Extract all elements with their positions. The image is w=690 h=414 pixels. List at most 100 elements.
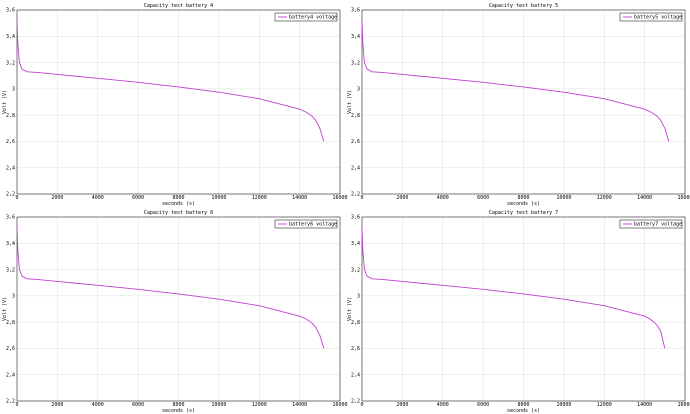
x-tick-label: 16000 xyxy=(332,195,347,201)
x-tick-label: 6000 xyxy=(477,195,489,201)
legend-box xyxy=(274,12,338,22)
legend-label: battery7 voltage xyxy=(634,222,682,228)
x-tick-label: 10000 xyxy=(556,402,571,408)
x-tick-label: 8000 xyxy=(172,195,184,201)
y-tick-label: 3,2 xyxy=(6,60,15,66)
y-axis-label: Volt (V) xyxy=(2,90,8,114)
y-tick-label: 3,6 xyxy=(351,215,360,221)
legend-label: battery5 voltage xyxy=(634,15,682,21)
y-tick-label: 2,4 xyxy=(6,165,15,171)
x-tick-label: 14000 xyxy=(292,195,307,201)
legend-box xyxy=(274,219,338,229)
x-tick-label: 16000 xyxy=(677,195,690,201)
y-tick-label: 2,6 xyxy=(351,346,360,352)
plot-frame xyxy=(361,216,686,402)
y-axis-label: Volt (V) xyxy=(347,90,353,114)
x-tick-label: 8000 xyxy=(517,402,529,408)
y-axis-label: Volt (V) xyxy=(2,297,8,321)
y-tick-label: 3,2 xyxy=(351,267,360,273)
y-axis-label: Volt (V) xyxy=(347,297,353,321)
y-tick-label: 2,4 xyxy=(6,372,15,378)
plot-frame xyxy=(16,216,341,402)
y-tick-label: 3 xyxy=(12,87,15,93)
chart-title: Capacity test battery 6 xyxy=(144,210,213,216)
y-tick-label: 2,8 xyxy=(6,320,15,326)
x-tick-label: 6000 xyxy=(132,402,144,408)
y-tick-label: 3 xyxy=(357,294,360,300)
y-tick-label: 3,2 xyxy=(351,60,360,66)
x-tick-label: 0 xyxy=(360,402,363,408)
x-tick-label: 6000 xyxy=(132,195,144,201)
x-axis-label: seconds (s) xyxy=(162,201,195,207)
y-tick-label: 3,2 xyxy=(6,267,15,273)
x-tick-label: 6000 xyxy=(477,402,489,408)
chart-title: Capacity test battery 5 xyxy=(489,3,558,9)
x-tick-label: 2000 xyxy=(396,195,408,201)
x-tick-label: 14000 xyxy=(637,402,652,408)
x-tick-label: 0 xyxy=(360,195,363,201)
chart-svg-battery-4: Capacity test battery 4 0 2000 4000 6000 8000… xyxy=(2,3,348,207)
y-tick-label: 3,4 xyxy=(6,241,15,247)
x-axis-label: seconds (s) xyxy=(162,408,195,414)
y-tick-label: 3,4 xyxy=(351,241,360,247)
y-tick-label: 3,4 xyxy=(351,34,360,40)
chart-svg-battery-7: Capacity test battery 7 0 2000 4000 6000 8000… xyxy=(347,210,690,414)
x-axis-label: seconds (s) xyxy=(507,201,540,207)
plot-frame xyxy=(16,9,341,195)
y-tick-label: 2,2 xyxy=(351,192,360,198)
chart-panel-battery-4: Capacity test battery 4 0 2000 4000 6000 8000… xyxy=(0,0,348,207)
x-tick-label: 16000 xyxy=(332,402,347,408)
x-tick-label: 0 xyxy=(15,195,18,201)
chart-svg-battery-5: Capacity test battery 5 0 2000 4000 6000 8000… xyxy=(347,3,690,207)
y-tick-label: 2,8 xyxy=(351,113,360,119)
x-tick-label: 12000 xyxy=(252,402,267,408)
y-tick-label: 2,4 xyxy=(351,372,360,378)
y-tick-label: 2,2 xyxy=(6,399,15,405)
y-tick-label: 2,8 xyxy=(351,320,360,326)
x-tick-label: 12000 xyxy=(597,402,612,408)
x-tick-label: 2000 xyxy=(51,402,63,408)
y-tick-label: 2,4 xyxy=(351,165,360,171)
x-tick-label: 12000 xyxy=(597,195,612,201)
y-tick-label: 2,2 xyxy=(6,192,15,198)
y-tick-label: 3,6 xyxy=(6,8,15,14)
x-tick-label: 8000 xyxy=(172,402,184,408)
x-tick-label: 16000 xyxy=(677,402,690,408)
x-tick-label: 12000 xyxy=(252,195,267,201)
chart-panel-battery-6: Capacity test battery 6 0 2000 4000 6000 8000… xyxy=(0,207,348,414)
x-tick-label: 4000 xyxy=(92,195,104,201)
legend-box xyxy=(619,12,683,22)
x-tick-label: 0 xyxy=(15,402,18,408)
y-tick-label: 3,6 xyxy=(6,215,15,221)
y-tick-label: 3 xyxy=(12,294,15,300)
y-tick-label: 2,6 xyxy=(6,139,15,145)
chart-panel-battery-5: Capacity test battery 5 0 2000 4000 6000 8000… xyxy=(345,0,690,207)
x-tick-label: 8000 xyxy=(517,195,529,201)
y-tick-label: 3,6 xyxy=(351,8,360,14)
y-tick-label: 2,8 xyxy=(6,113,15,119)
x-tick-label: 2000 xyxy=(396,402,408,408)
y-tick-label: 3,4 xyxy=(6,34,15,40)
legend-label: battery4 voltage xyxy=(289,15,337,21)
x-tick-label: 2000 xyxy=(51,195,63,201)
x-tick-label: 14000 xyxy=(292,402,307,408)
plot-frame xyxy=(361,9,686,195)
chart-panel-battery-7: Capacity test battery 7 0 2000 4000 6000 8000… xyxy=(345,207,690,414)
series-line-battery5-voltage xyxy=(361,20,670,142)
x-tick-label: 4000 xyxy=(437,195,449,201)
series-line-battery6-voltage xyxy=(16,227,325,349)
x-tick-label: 4000 xyxy=(437,402,449,408)
x-tick-label: 10000 xyxy=(211,195,226,201)
y-tick-label: 3 xyxy=(357,87,360,93)
y-tick-label: 2,6 xyxy=(351,139,360,145)
series-line-battery7-voltage xyxy=(361,227,666,349)
chart-title: Capacity test battery 4 xyxy=(144,3,213,9)
y-tick-label: 2,2 xyxy=(351,399,360,405)
chart-title: Capacity test battery 7 xyxy=(489,210,558,216)
series-line-battery4-voltage xyxy=(16,20,325,142)
chart-svg-battery-6: Capacity test battery 6 0 2000 4000 6000 8000… xyxy=(2,210,348,414)
x-tick-label: 10000 xyxy=(556,195,571,201)
y-tick-label: 2,6 xyxy=(6,346,15,352)
x-tick-label: 10000 xyxy=(211,402,226,408)
x-axis-label: seconds (s) xyxy=(507,408,540,414)
